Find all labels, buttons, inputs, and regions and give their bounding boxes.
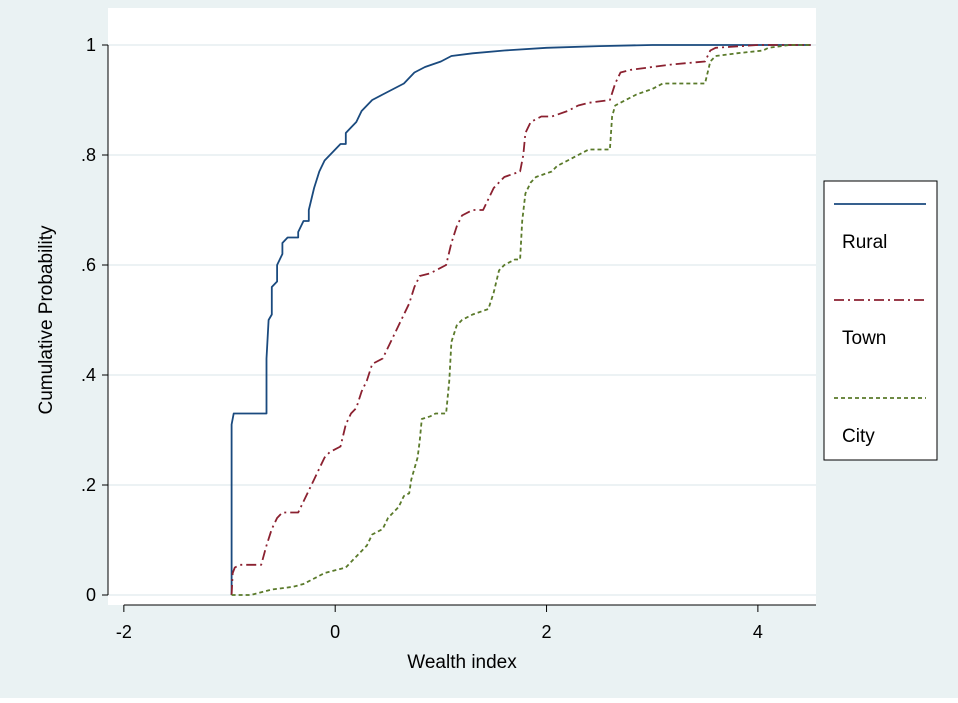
legend-label-town: Town [842,328,886,349]
legend-label-rural: Rural [842,232,887,253]
y-tick-label-4: .8 [81,145,96,165]
x-axis-label: Wealth index [407,652,517,673]
y-tick-label-5: 1 [86,35,96,55]
x-tick-label-0: -2 [116,622,132,642]
y-tick-label-2: .4 [81,365,96,385]
y-axis-label: Cumulative Probability [36,225,57,415]
x-tick-label-3: 4 [753,622,763,642]
x-tick-label-1: 0 [330,622,340,642]
x-tick-label-2: 2 [542,622,552,642]
plot-area [108,8,816,605]
legend-label-city: City [842,426,875,447]
y-tick-label-3: .6 [81,255,96,275]
y-tick-label-1: .2 [81,475,96,495]
y-tick-label-0: 0 [86,585,96,605]
legend: Rural Town City [824,181,937,460]
legend-box [824,181,937,460]
